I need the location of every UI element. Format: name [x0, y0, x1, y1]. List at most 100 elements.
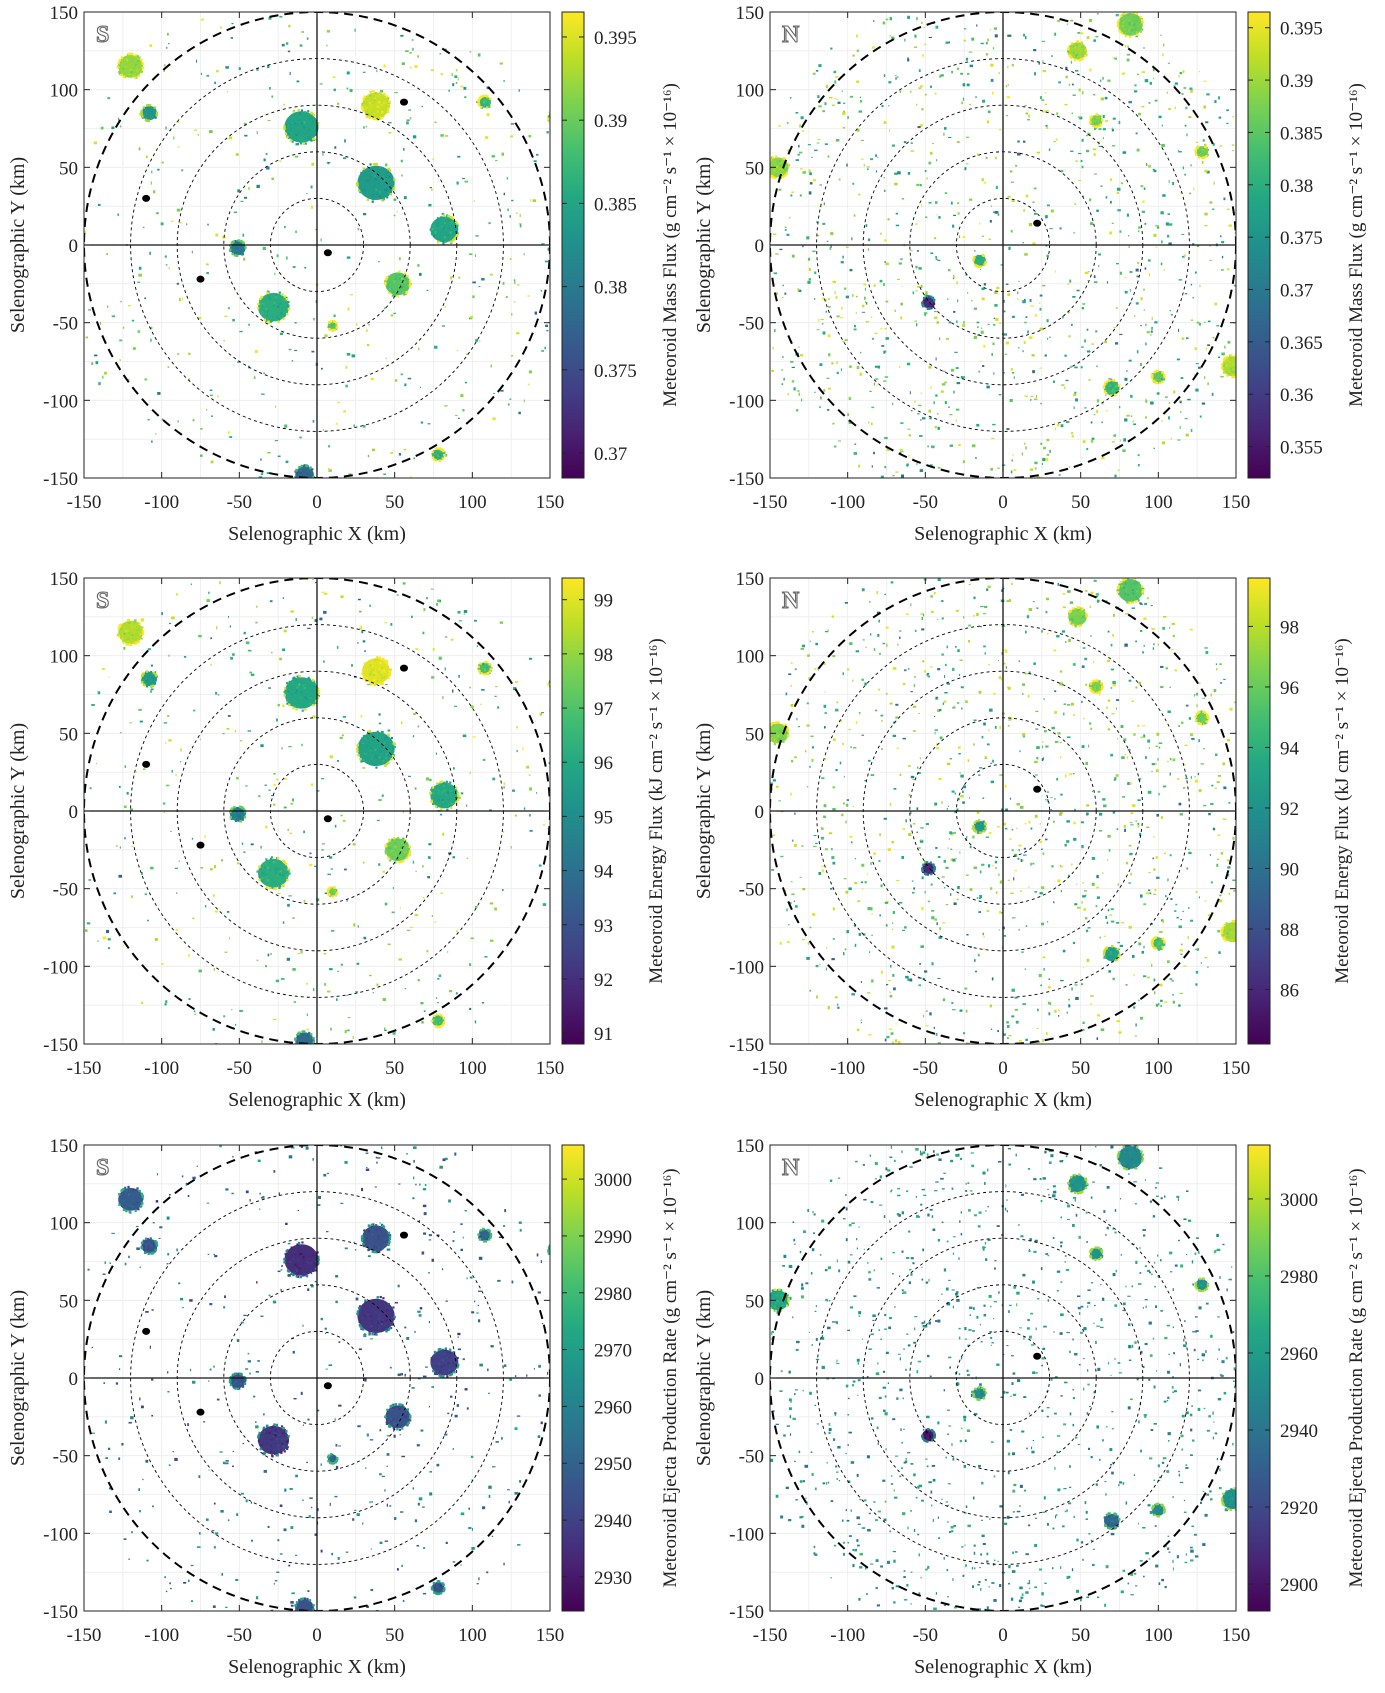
crater-blob	[477, 661, 492, 676]
x-tick-label: 50	[1071, 1625, 1090, 1646]
pole-label: S	[96, 588, 109, 614]
colorbar-tick-label: 0.36	[1280, 385, 1313, 406]
y-tick-label: 100	[736, 1214, 765, 1235]
x-tick-label: -100	[144, 492, 179, 513]
y-tick-label: -150	[729, 1035, 764, 1056]
x-tick-label: 50	[1071, 492, 1090, 513]
pole-label: N	[782, 1155, 800, 1181]
crater-blob	[327, 1453, 338, 1465]
x-tick-label: 150	[1222, 492, 1251, 513]
crater-blob	[1103, 379, 1121, 397]
x-tick-label: 150	[536, 1625, 565, 1646]
colorbar-label: Meteoroid Energy Flux (kJ cm⁻² s⁻¹ × 10⁻…	[646, 638, 667, 983]
colorbar-label: Meteoroid Ejecta Production Rate (g cm⁻²…	[1346, 1168, 1367, 1587]
colorbar-tick-label: 94	[594, 862, 614, 883]
crater-blob	[229, 1372, 247, 1390]
colorbar-tick-label: 2970	[594, 1341, 632, 1362]
y-tick-label: 150	[50, 3, 79, 24]
crater-blob	[1089, 679, 1104, 694]
y-tick-label: 100	[736, 647, 765, 668]
colorbar-tick-label: 0.39	[594, 111, 627, 132]
colorbar-tick-label: 0.38	[594, 278, 627, 299]
y-tick-label: 150	[736, 1136, 765, 1157]
x-tick-label: 50	[1071, 1058, 1090, 1079]
crater-blob	[356, 730, 396, 769]
colorbar-tick-label: 0.38	[1280, 176, 1313, 197]
crater-blob	[294, 464, 314, 485]
y-axis-label: Selenographic Y (km)	[693, 723, 715, 899]
x-axis-label: Selenographic X (km)	[228, 523, 406, 545]
y-tick-label: 0	[755, 236, 765, 257]
pole-label: N	[782, 22, 800, 48]
crater-blob	[1117, 1144, 1144, 1170]
x-tick-label: 0	[998, 1058, 1008, 1079]
colorbar-tick-label: 97	[594, 699, 613, 720]
crater-blob	[283, 109, 319, 145]
colorbar-tick-label: 98	[1280, 617, 1299, 638]
y-tick-label: -150	[729, 469, 764, 490]
crater-blob	[141, 670, 158, 687]
x-tick-label: 50	[385, 1058, 404, 1079]
y-tick-label: -100	[729, 1524, 764, 1545]
crater-blob	[361, 90, 391, 120]
crater-blob	[972, 1386, 987, 1401]
dark-spot	[400, 99, 408, 106]
colorbar-tick-label: 0.37	[1280, 281, 1313, 302]
colorbar-tick-label: 2980	[594, 1284, 632, 1305]
crater-blob	[1151, 936, 1166, 951]
crater-blob	[385, 837, 412, 864]
colorbar-label: Meteoroid Mass Flux (g cm⁻² s⁻¹ × 10⁻¹⁶)	[1346, 83, 1367, 407]
crater-blob	[283, 1241, 320, 1278]
x-tick-label: 150	[536, 1058, 565, 1079]
crater-blob	[972, 819, 987, 834]
x-tick-label: -150	[67, 492, 102, 513]
colorbar-tick-label: 99	[594, 591, 613, 612]
x-tick-label: -100	[830, 1058, 865, 1079]
colorbar-tick-label: 2920	[1280, 1498, 1318, 1519]
dark-spot	[142, 761, 150, 768]
x-tick-label: 100	[458, 1058, 487, 1079]
x-tick-label: -50	[227, 1625, 252, 1646]
x-tick-label: 50	[385, 1625, 404, 1646]
colorbar-tick-label: 2900	[1280, 1575, 1318, 1596]
pole-label: S	[96, 1155, 109, 1181]
colorbar-tick-label: 95	[594, 807, 613, 828]
colorbar-tick-label: 90	[1280, 859, 1299, 880]
crater-blob	[1089, 113, 1104, 128]
y-tick-label: -100	[43, 957, 78, 978]
y-tick-label: 0	[755, 802, 765, 823]
y-tick-label: 0	[69, 236, 79, 257]
y-tick-label: 100	[736, 81, 765, 102]
crater-blob	[361, 656, 392, 686]
crater-blob	[972, 254, 987, 268]
y-tick-label: -100	[43, 391, 78, 412]
y-tick-label: 100	[50, 1214, 79, 1235]
dark-spot	[324, 815, 332, 822]
x-tick-label: -150	[753, 1058, 788, 1079]
y-tick-label: 50	[59, 1291, 78, 1312]
crater-blob	[477, 95, 491, 109]
colorbar-tick-label: 2950	[594, 1454, 632, 1475]
x-tick-label: -50	[913, 492, 938, 513]
crater-blob	[430, 1347, 459, 1378]
colorbar-tick-label: 2980	[1280, 1267, 1318, 1288]
crater-blob	[327, 886, 338, 897]
y-tick-label: 150	[736, 3, 765, 24]
y-tick-label: 50	[59, 724, 78, 745]
colorbar-tick-label: 0.365	[1280, 333, 1323, 354]
crater-blob	[294, 1030, 315, 1051]
colorbar: 0.3950.390.3850.380.3750.370.3650.360.35…	[1248, 12, 1367, 478]
colorbar-label: Meteoroid Ejecta Production Rate (g cm⁻²…	[660, 1168, 681, 1587]
pole-label: S	[96, 22, 109, 48]
crater-blob	[430, 214, 459, 244]
y-tick-label: 50	[59, 158, 78, 179]
y-tick-label: -150	[729, 1602, 764, 1623]
y-tick-label: -50	[739, 314, 764, 335]
y-tick-label: -150	[43, 1035, 78, 1056]
crater-blob	[118, 1186, 144, 1214]
crater-blob	[1194, 1277, 1209, 1292]
crater-blob	[117, 53, 144, 79]
